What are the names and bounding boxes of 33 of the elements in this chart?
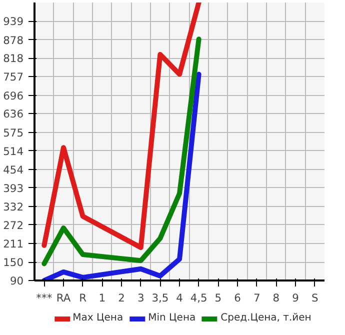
x-tick-label: 2 — [118, 292, 125, 304]
y-tick-label: 272 — [3, 218, 24, 232]
y-tick-label: 393 — [3, 182, 24, 195]
y-tick-label: 939 — [3, 15, 24, 28]
x-tick-label: 3,5 — [152, 292, 169, 304]
y-tick-label: 454 — [3, 163, 24, 176]
x-tick-label: 8 — [272, 292, 280, 304]
y-tick-label: 818 — [3, 52, 24, 66]
x-tick-label: 3 — [137, 292, 144, 304]
x-tick-label: 9 — [292, 292, 300, 304]
y-tick-label: 696 — [3, 89, 24, 102]
y-tick-label: 757 — [3, 70, 24, 84]
y-tick-label: 150 — [3, 256, 24, 270]
y-tick-label: 878 — [3, 34, 24, 47]
y-tick-label: 636 — [3, 108, 24, 121]
y-tick-label: 514 — [3, 144, 24, 158]
legend-label: Max Цена — [72, 312, 124, 324]
y-tick-label: 332 — [3, 200, 24, 214]
x-tick-label: 7 — [253, 292, 260, 304]
x-tick-label: *** — [36, 292, 53, 304]
x-tick-label: 4,5 — [190, 292, 208, 304]
x-tick-label: RA — [56, 292, 72, 304]
legend-label: Min Цена — [148, 312, 196, 324]
x-tick-label: S — [311, 292, 318, 304]
x-tick-label: 6 — [234, 292, 242, 304]
y-tick-label: 211 — [3, 238, 24, 251]
y-tick-label: 575 — [3, 126, 24, 140]
x-tick-label: 1 — [98, 292, 106, 304]
legend-label: Сред.Цена, т.йен — [220, 312, 312, 324]
x-tick-label: 5 — [214, 292, 222, 304]
x-tick-label: R — [79, 292, 88, 304]
x-tick-label: 4 — [176, 292, 184, 304]
y-tick-label: 90 — [10, 274, 24, 288]
